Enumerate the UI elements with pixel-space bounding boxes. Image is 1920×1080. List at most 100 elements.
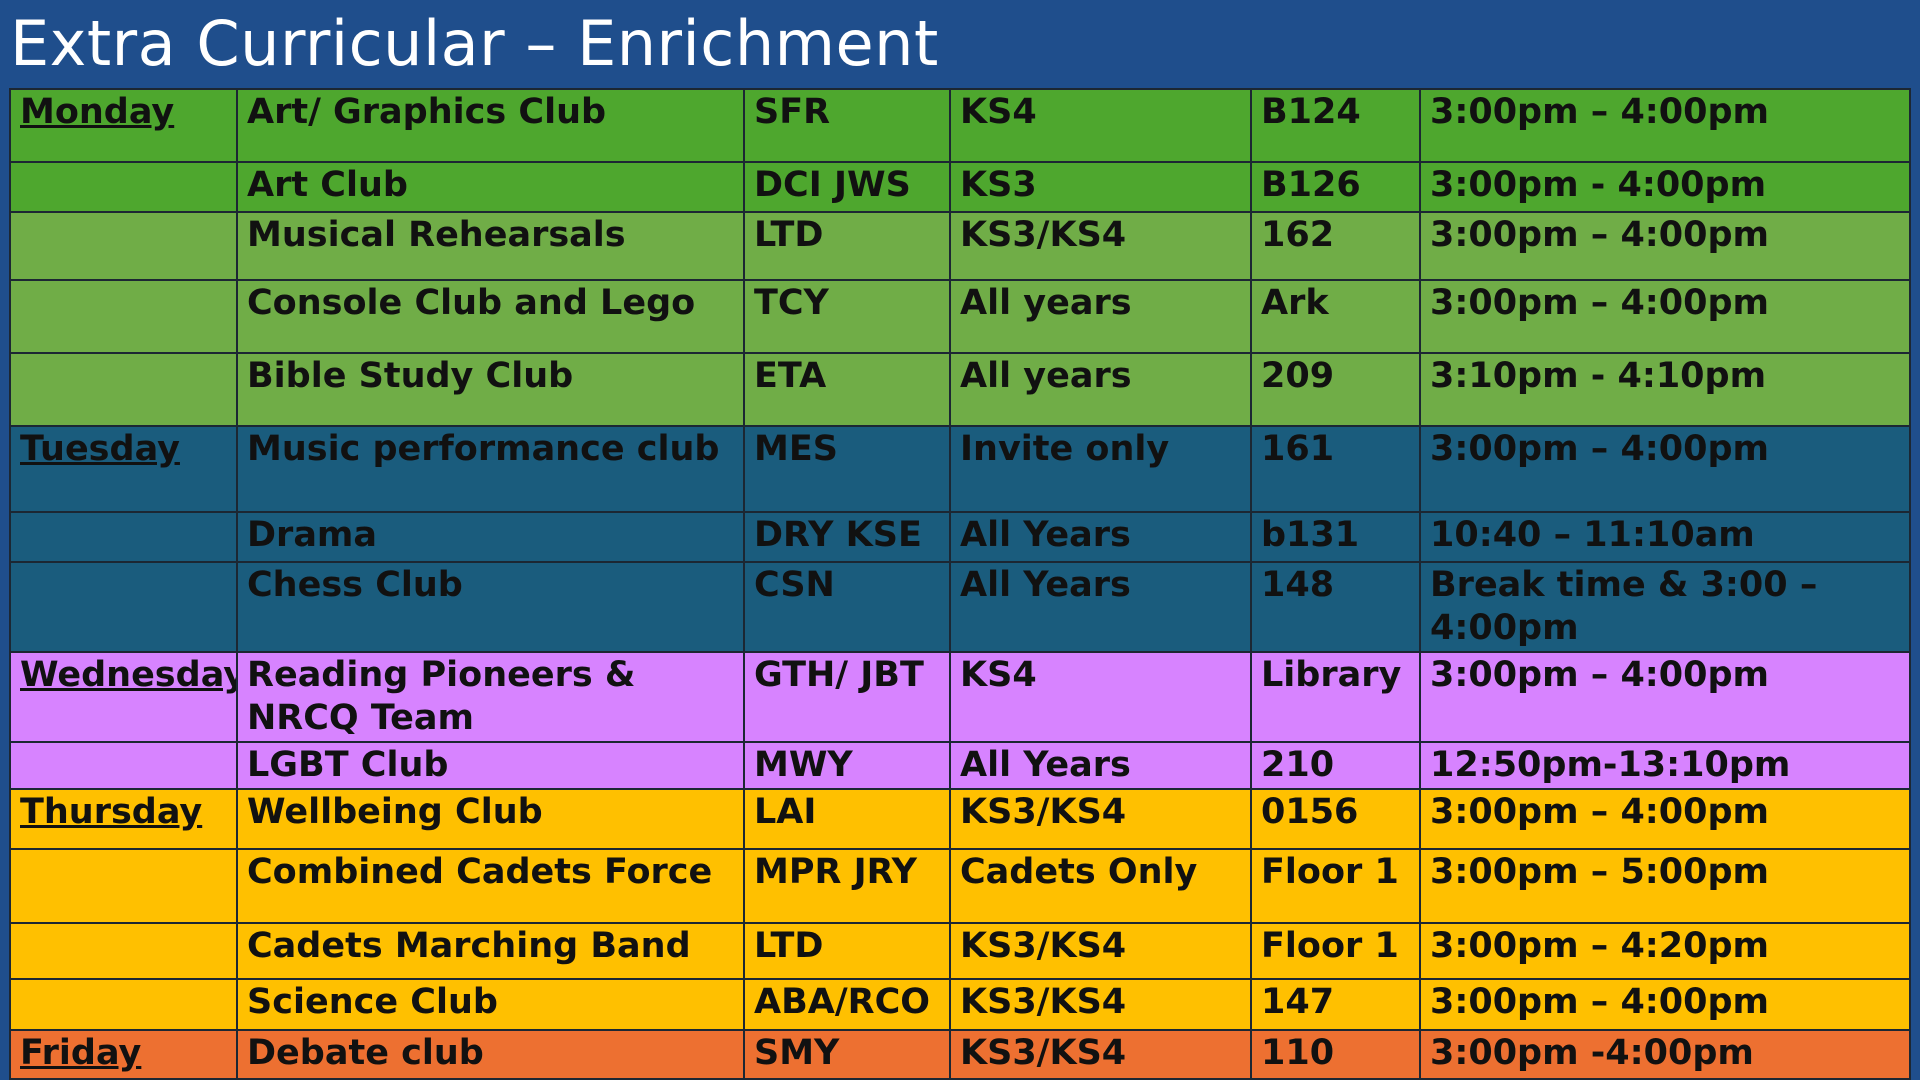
club-cell: Chess Club xyxy=(236,561,745,653)
time-cell: 3:00pm – 4:00pm xyxy=(1419,788,1911,850)
table-row: LGBT Club MWY All Years 210 12:50pm-13:1… xyxy=(9,741,1911,790)
table-row: Art Club DCI JWS KS3 B126 3:00pm - 4:00p… xyxy=(9,161,1911,213)
table-row: Wednesday Reading Pioneers & NRCQ Team G… xyxy=(9,651,1911,743)
staff-cell: DRY KSE xyxy=(743,511,951,563)
time-cell: 3:00pm -4:00pm xyxy=(1419,1029,1911,1080)
years-cell: All Years xyxy=(949,561,1252,653)
staff-cell: CSN xyxy=(743,561,951,653)
staff-cell: LTD xyxy=(743,922,951,980)
time-cell: 3:10pm - 4:10pm xyxy=(1419,352,1911,427)
day-cell xyxy=(9,978,238,1031)
time-cell: 3:00pm - 4:00pm xyxy=(1419,161,1911,213)
staff-cell: TCY xyxy=(743,279,951,354)
day-cell: Friday xyxy=(9,1029,238,1080)
table-row: Tuesday Music performance club MES Invit… xyxy=(9,425,1911,513)
table-row: Bible Study Club ETA All years 209 3:10p… xyxy=(9,352,1911,427)
staff-cell: MWY xyxy=(743,741,951,790)
day-label: Thursday xyxy=(20,792,203,832)
club-cell: LGBT Club xyxy=(236,741,745,790)
day-cell xyxy=(9,511,238,563)
time-cell: Break time & 3:00 – 4:00pm xyxy=(1419,561,1911,653)
club-cell: Drama xyxy=(236,511,745,563)
day-cell xyxy=(9,352,238,427)
staff-cell: GTH/ JBT xyxy=(743,651,951,743)
day-cell: Thursday xyxy=(9,788,238,850)
table-row: Monday Art/ Graphics Club SFR KS4 B124 3… xyxy=(9,88,1911,163)
time-cell: 3:00pm – 4:00pm xyxy=(1419,978,1911,1031)
staff-cell: ETA xyxy=(743,352,951,427)
club-cell: Cadets Marching Band xyxy=(236,922,745,980)
staff-cell: SFR xyxy=(743,88,951,163)
day-cell xyxy=(9,161,238,213)
time-cell: 10:40 – 11:10am xyxy=(1419,511,1911,563)
day-cell: Wednesday xyxy=(9,651,238,743)
club-cell: Art Club xyxy=(236,161,745,213)
table-row: Combined Cadets Force MPR JRY Cadets Onl… xyxy=(9,848,1911,924)
table-row: Thursday Wellbeing Club LAI KS3/KS4 0156… xyxy=(9,788,1911,850)
table-row: Cadets Marching Band LTD KS3/KS4 Floor 1… xyxy=(9,922,1911,980)
club-cell: Combined Cadets Force xyxy=(236,848,745,924)
staff-cell: LTD xyxy=(743,211,951,281)
years-cell: KS3 xyxy=(949,161,1252,213)
years-cell: All Years xyxy=(949,741,1252,790)
day-cell xyxy=(9,211,238,281)
table-row: Musical Rehearsals LTD KS3/KS4 162 3:00p… xyxy=(9,211,1911,281)
club-cell: Bible Study Club xyxy=(236,352,745,427)
staff-cell: LAI xyxy=(743,788,951,850)
room-cell: 210 xyxy=(1250,741,1421,790)
room-cell: B126 xyxy=(1250,161,1421,213)
years-cell: Cadets Only xyxy=(949,848,1252,924)
day-label: Friday xyxy=(20,1033,142,1073)
staff-cell: MES xyxy=(743,425,951,513)
years-cell: All Years xyxy=(949,511,1252,563)
table-row: Science Club ABA/RCO KS3/KS4 147 3:00pm … xyxy=(9,978,1911,1031)
day-cell: Tuesday xyxy=(9,425,238,513)
schedule-table: Monday Art/ Graphics Club SFR KS4 B124 3… xyxy=(9,88,1911,1080)
room-cell: Floor 1 xyxy=(1250,848,1421,924)
table-row: Friday Debate club SMY KS3/KS4 110 3:00p… xyxy=(9,1029,1911,1080)
day-cell xyxy=(9,922,238,980)
years-cell: KS3/KS4 xyxy=(949,788,1252,850)
time-cell: 3:00pm – 4:00pm xyxy=(1419,279,1911,354)
room-cell: 161 xyxy=(1250,425,1421,513)
room-cell: 147 xyxy=(1250,978,1421,1031)
time-cell: 12:50pm-13:10pm xyxy=(1419,741,1911,790)
time-cell: 3:00pm – 4:00pm xyxy=(1419,211,1911,281)
time-cell: 3:00pm – 4:00pm xyxy=(1419,425,1911,513)
club-cell: Console Club and Lego xyxy=(236,279,745,354)
club-cell: Debate club xyxy=(236,1029,745,1080)
day-cell xyxy=(9,741,238,790)
time-cell: 3:00pm – 4:00pm xyxy=(1419,651,1911,743)
club-cell: Science Club xyxy=(236,978,745,1031)
table-row: Drama DRY KSE All Years b131 10:40 – 11:… xyxy=(9,511,1911,563)
room-cell: 0156 xyxy=(1250,788,1421,850)
room-cell: 162 xyxy=(1250,211,1421,281)
years-cell: All years xyxy=(949,279,1252,354)
staff-cell: SMY xyxy=(743,1029,951,1080)
day-cell xyxy=(9,848,238,924)
day-label: Tuesday xyxy=(20,429,180,469)
title-bar: Extra Curricular – Enrichment xyxy=(0,0,1920,88)
day-cell xyxy=(9,279,238,354)
table-row: Console Club and Lego TCY All years Ark … xyxy=(9,279,1911,354)
club-cell: Reading Pioneers & NRCQ Team xyxy=(236,651,745,743)
time-cell: 3:00pm – 4:00pm xyxy=(1419,88,1911,163)
years-cell: KS3/KS4 xyxy=(949,1029,1252,1080)
time-cell: 3:00pm – 4:20pm xyxy=(1419,922,1911,980)
day-label: Wednesday xyxy=(20,655,237,695)
club-cell: Music performance club xyxy=(236,425,745,513)
room-cell: 110 xyxy=(1250,1029,1421,1080)
staff-cell: ABA/RCO xyxy=(743,978,951,1031)
club-cell: Art/ Graphics Club xyxy=(236,88,745,163)
day-label: Monday xyxy=(20,92,175,132)
room-cell: Library xyxy=(1250,651,1421,743)
staff-cell: DCI JWS xyxy=(743,161,951,213)
years-cell: KS3/KS4 xyxy=(949,978,1252,1031)
years-cell: KS4 xyxy=(949,651,1252,743)
room-cell: 148 xyxy=(1250,561,1421,653)
years-cell: KS3/KS4 xyxy=(949,211,1252,281)
room-cell: 209 xyxy=(1250,352,1421,427)
room-cell: Floor 1 xyxy=(1250,922,1421,980)
page-title: Extra Curricular – Enrichment xyxy=(10,7,939,80)
years-cell: KS3/KS4 xyxy=(949,922,1252,980)
